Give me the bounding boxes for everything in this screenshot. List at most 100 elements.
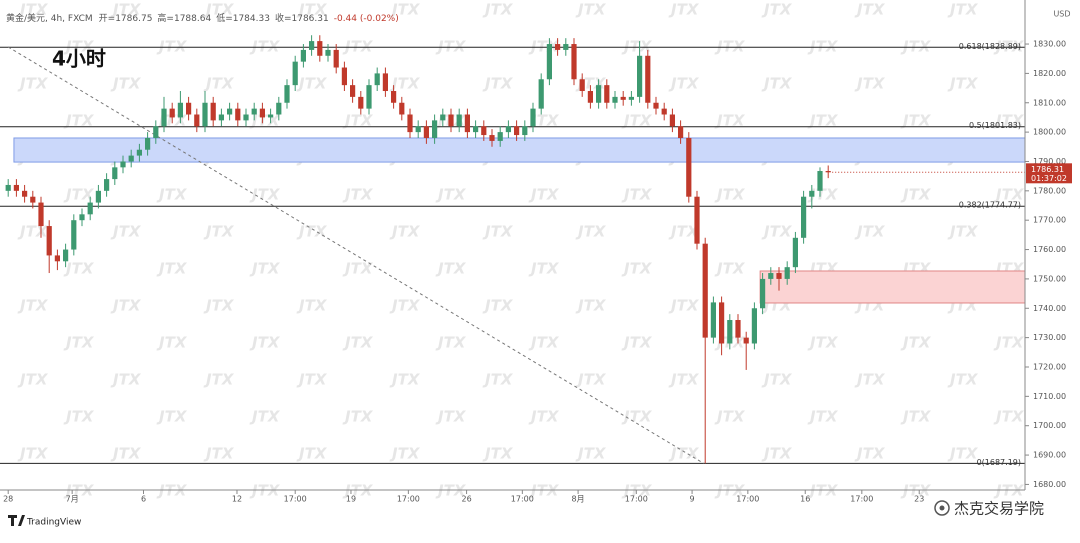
candle-body (538, 79, 544, 109)
ohlc-label: 收= (275, 12, 292, 24)
ohlc-label: 低= (216, 12, 233, 24)
watermark: JTX (621, 408, 653, 426)
candle-body (38, 202, 44, 227)
watermark: JTX (296, 445, 328, 463)
watermark: JTX (17, 297, 49, 315)
y-tick-label: 1800.00 (1033, 128, 1066, 137)
watermark: JTX (203, 1, 235, 19)
watermark: JTX (435, 186, 467, 204)
candle-body (694, 196, 700, 244)
watermark: JTX (761, 75, 793, 93)
watermark: JTX (482, 371, 514, 389)
watermark: JTX (947, 371, 979, 389)
candle-body (30, 196, 36, 203)
brand-icon (8, 515, 25, 526)
candle-body (751, 308, 757, 344)
candle-body (227, 108, 233, 115)
candle-body (817, 171, 823, 191)
candle-body (309, 41, 315, 50)
candle-body (661, 108, 667, 115)
candle-body (719, 302, 725, 344)
candle-body (153, 126, 159, 138)
x-tick-label: 23 (914, 495, 924, 504)
watermark: JTX (854, 371, 886, 389)
ohlc-value: 1784.33 (233, 14, 270, 24)
ohlc-value: 1786.75 (115, 14, 152, 24)
y-tick-label: 1770.00 (1033, 216, 1066, 225)
watermark: JTX (482, 1, 514, 19)
candle-body (235, 108, 241, 121)
candle-body (497, 132, 503, 141)
watermark: JTX (668, 1, 700, 19)
x-tick-label: 7月 (66, 495, 79, 504)
watermark: JTX (761, 371, 793, 389)
watermark: JTX (528, 408, 560, 426)
watermark: JTX (435, 260, 467, 278)
watermark: JTX (807, 408, 839, 426)
watermark: JTX (110, 1, 142, 19)
y-tick-label: 1780.00 (1033, 186, 1066, 195)
candle-body (456, 114, 462, 127)
brand-logo: TradingView (8, 515, 81, 528)
candle-body (423, 126, 429, 138)
x-tick-label: 6 (141, 495, 146, 504)
candle-body (825, 171, 831, 173)
watermark: JTX (854, 223, 886, 241)
chart-title: 4小时 (52, 47, 106, 71)
candle-body (177, 102, 183, 118)
watermark: JTX (110, 75, 142, 93)
candle-body (702, 243, 708, 338)
watermark: JTX (947, 75, 979, 93)
candle-body (292, 61, 298, 86)
candle-body (79, 214, 85, 221)
watermark: JTX (621, 112, 653, 130)
x-tick-label: 16 (800, 495, 810, 504)
x-tick-label: 19 (346, 495, 356, 504)
candle-body (317, 41, 323, 56)
watermark: JTX (156, 334, 188, 352)
watermark: JTX (900, 408, 932, 426)
watermark: JTX (807, 38, 839, 56)
candle-body (415, 126, 421, 133)
watermark: JTX (807, 112, 839, 130)
candle-body (710, 302, 716, 338)
watermark: JTX (900, 186, 932, 204)
symbol: 黄金/美元, 4h, FXCM (6, 12, 93, 24)
x-tick-label: 17:00 (397, 495, 420, 504)
watermark: JTX (63, 408, 95, 426)
candle-body (22, 190, 28, 197)
watermark: JTX (621, 38, 653, 56)
candle-body (71, 220, 77, 250)
watermark: JTX (249, 408, 281, 426)
watermark: JTX (621, 334, 653, 352)
candle-body (645, 55, 651, 103)
watermark: JTX (17, 223, 49, 241)
candle-body (579, 79, 585, 92)
ohlc-value: 1786.31 (292, 14, 329, 24)
plot-area: 0.618(1828.89) 0.5(1801.83) 0.382(1774.77)… (0, 35, 1026, 467)
x-tick-label: 17:00 (850, 495, 873, 504)
price-tag-value: 1786.31 (1031, 165, 1064, 174)
candle-body (620, 96, 626, 100)
x-tick-label: 17:00 (284, 495, 307, 504)
watermark: JTX (156, 186, 188, 204)
watermark: JTX (63, 334, 95, 352)
watermark: JTX (342, 38, 374, 56)
candle-body (686, 137, 692, 197)
level-label: 0.618(1828.89) (959, 42, 1021, 51)
watermark: JTX (203, 445, 235, 463)
watermark: JTX (342, 112, 374, 130)
watermark: JTX (993, 334, 1025, 352)
y-tick-label: 1680.00 (1033, 480, 1066, 489)
candle-body (464, 114, 470, 133)
watermark: JTX (249, 38, 281, 56)
y-tick-label: 1730.00 (1033, 333, 1066, 342)
candle-body (161, 108, 167, 127)
watermark: JTX (714, 38, 746, 56)
watermark: JTX (63, 38, 95, 56)
candle-body (145, 137, 151, 150)
watermark: JTX (342, 186, 374, 204)
candle-body (514, 126, 520, 136)
change: -0.44 (-0.02%) (334, 14, 399, 24)
